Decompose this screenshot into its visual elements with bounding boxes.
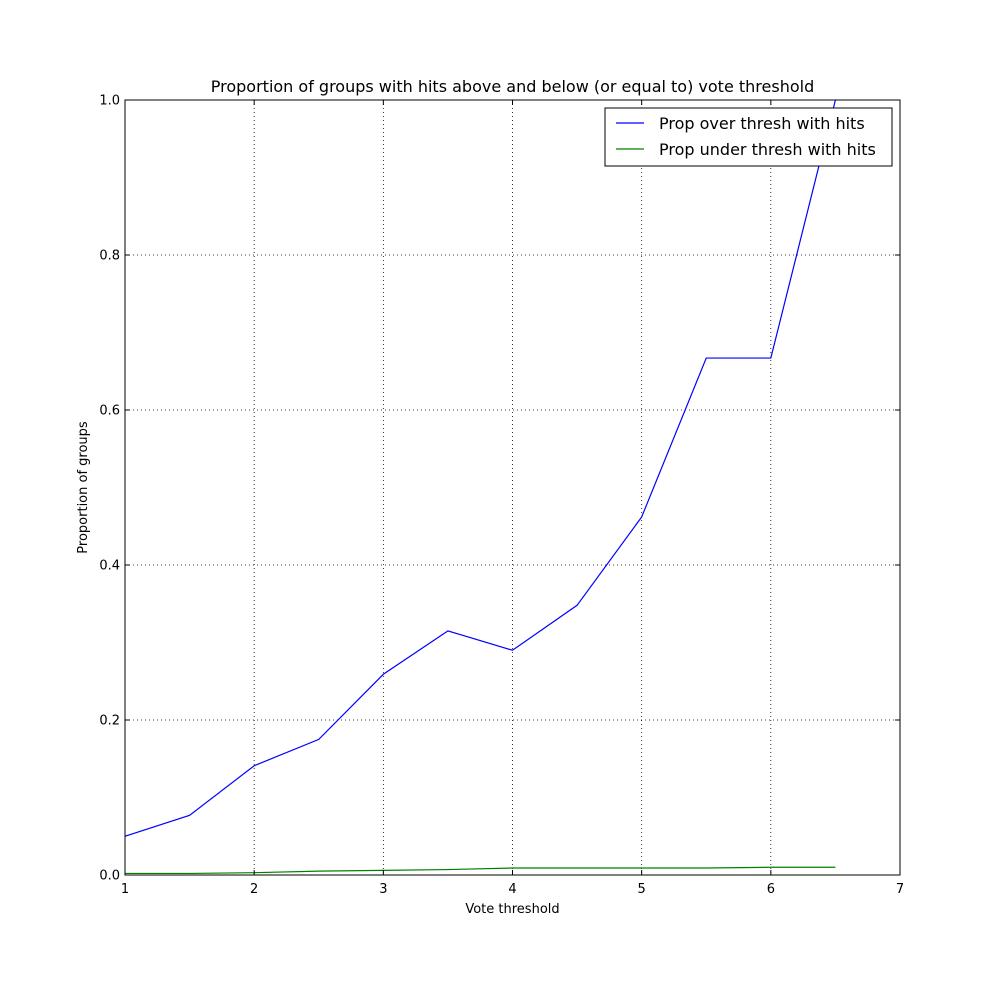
- x-tick-label: 3: [379, 882, 387, 897]
- series-line-0: [124, 99, 837, 837]
- x-tick-label: 6: [767, 882, 775, 897]
- x-axis-label: Vote threshold: [465, 902, 559, 917]
- series-line-1: [125, 866, 836, 875]
- y-tick-label: 0.2: [99, 714, 120, 729]
- series-lines: [124, 99, 837, 875]
- y-tick-label: 0.6: [99, 404, 120, 419]
- axis-ticks: 1 2 3 4 5 6 7 0.0 0.2 0.4 0.6 0.8 1.0: [99, 94, 904, 898]
- grid-lines: [125, 100, 900, 875]
- y-axis-label: Proportion of groups: [76, 421, 91, 554]
- x-tick-label: 5: [638, 882, 646, 897]
- x-tick-label: 7: [896, 882, 904, 897]
- chart-title: Proportion of groups with hits above and…: [211, 77, 814, 96]
- legend-box: [604, 107, 893, 167]
- y-tick-label: 0.0: [99, 869, 120, 884]
- legend-label-under: Prop under thresh with hits: [659, 140, 876, 159]
- x-tick-label: 4: [508, 882, 516, 897]
- y-tick-label: 0.8: [99, 249, 120, 264]
- y-tick-label: 0.4: [99, 559, 120, 574]
- x-tick-label: 2: [250, 882, 258, 897]
- y-tick-label: 1.0: [99, 94, 120, 109]
- legend-label-over: Prop over thresh with hits: [659, 114, 865, 133]
- legend: Prop over thresh with hits Prop under th…: [604, 107, 893, 167]
- x-tick-label: 1: [121, 882, 129, 897]
